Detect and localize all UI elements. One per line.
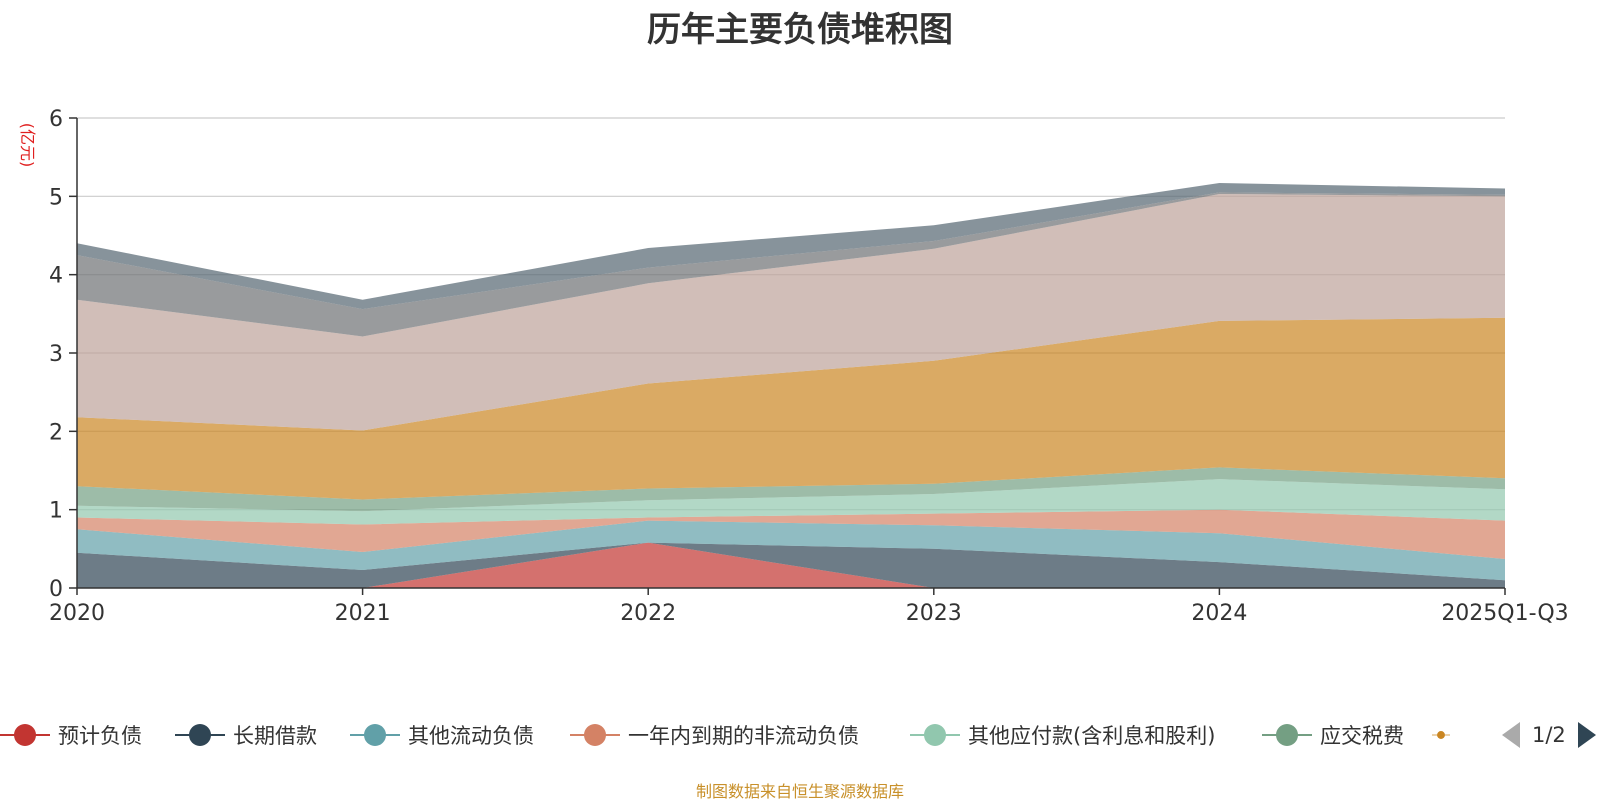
legend-item[interactable]: 一年内到期的非流动负债 [570, 718, 859, 752]
legend-pager: 1/2 [1500, 718, 1598, 752]
legend-item[interactable]: 预计负债 [0, 718, 142, 752]
source-note: 制图数据来自恒生聚源数据库 [695, 782, 904, 801]
y-tick-label: 3 [49, 342, 63, 367]
legend-item[interactable]: 应交税费 [1262, 718, 1404, 752]
x-tick-label: 2023 [906, 601, 962, 626]
legend-marker-icon [570, 724, 620, 746]
legend-marker-icon [0, 724, 50, 746]
y-tick-label: 0 [49, 577, 63, 602]
legend-marker-icon [1262, 724, 1312, 746]
area-series-7[interactable] [77, 194, 1505, 431]
area-series-layer [77, 183, 1505, 588]
legend-marker-icon [175, 724, 225, 746]
legend-label: 应交税费 [1320, 724, 1404, 748]
area-series-2[interactable] [77, 520, 1505, 581]
legend-page-indicator: 1/2 [1532, 723, 1566, 747]
legend-marker-icon [1432, 731, 1450, 739]
area-series-6[interactable] [77, 317, 1505, 500]
area-series-8[interactable] [77, 192, 1505, 337]
y-tick-label: 2 [49, 420, 63, 445]
legend-marker-icon [910, 724, 960, 746]
legend: 预计负债 长期借款 其他流动负债 一年内到期的非流动负债 其他应付款(含利息和股利) 应交… [0, 718, 1600, 752]
legend-item[interactable]: 其他流动负债 [350, 718, 534, 752]
x-tick-label: 2025Q1-Q3 [1441, 601, 1568, 626]
legend-item[interactable] [1432, 718, 1450, 752]
legend-item[interactable]: 其他应付款(含利息和股利) [910, 718, 1215, 752]
y-tick-label: 6 [49, 107, 63, 132]
legend-label: 一年内到期的非流动负债 [628, 724, 859, 748]
legend-label: 长期借款 [233, 724, 317, 748]
area-series-1[interactable] [77, 542, 1505, 588]
y-tick-label: 5 [49, 185, 63, 210]
area-series-9[interactable] [77, 183, 1505, 310]
legend-next-page-icon[interactable] [1576, 720, 1598, 750]
legend-label: 其他应付款(含利息和股利) [968, 724, 1216, 748]
x-tick-label: 2020 [49, 601, 105, 626]
legend-marker-icon [350, 724, 400, 746]
axes [69, 117, 1506, 595]
area-series-4[interactable] [77, 479, 1505, 525]
chart-title: 历年主要负债堆积图 [647, 10, 953, 50]
legend-label: 其他流动负债 [408, 724, 534, 748]
x-tick-label: 2022 [620, 601, 676, 626]
chart-canvas: 0 1 2 3 4 5 6 2020 2021 2022 2023 2024 2025Q1-Q3 (亿元… [18, 107, 1569, 626]
x-tick-label: 2024 [1191, 601, 1247, 626]
tick-labels: 0 1 2 3 4 5 6 2020 2021 2022 2023 2024 2025Q1-Q3 [49, 107, 1569, 626]
legend-item[interactable]: 长期借款 [175, 718, 317, 752]
legend-label: 预计负债 [58, 724, 142, 748]
x-tick-label: 2021 [335, 601, 391, 626]
y-tick-label: 1 [49, 499, 63, 524]
y-axis-unit-label: (亿元) [18, 123, 37, 168]
y-tick-label: 4 [49, 264, 63, 289]
legend-prev-page-icon[interactable] [1500, 720, 1522, 750]
area-series-3[interactable] [77, 509, 1505, 559]
area-series-5[interactable] [77, 467, 1505, 512]
